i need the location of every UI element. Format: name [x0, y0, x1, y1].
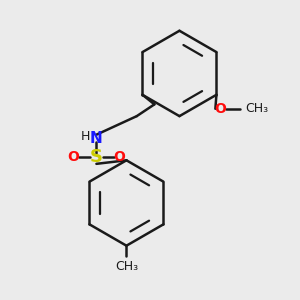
Text: O: O: [68, 150, 80, 164]
Text: N: N: [90, 131, 103, 146]
Text: S: S: [90, 148, 103, 166]
Text: O: O: [215, 102, 226, 116]
Text: CH₃: CH₃: [246, 102, 269, 115]
Text: H: H: [80, 130, 90, 143]
Text: CH₃: CH₃: [115, 260, 138, 273]
Text: O: O: [113, 150, 125, 164]
